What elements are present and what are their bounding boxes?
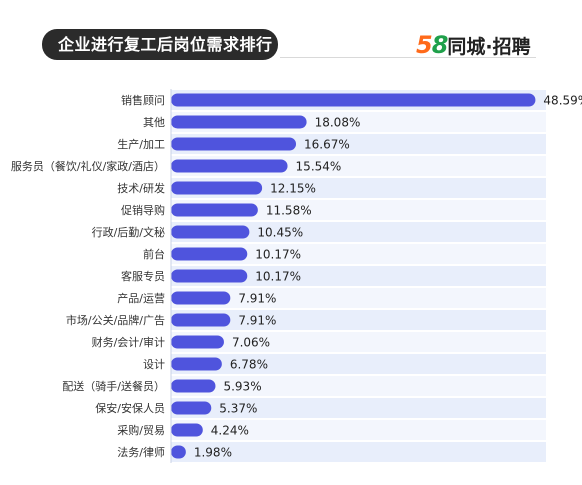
category-label: 生产/加工 <box>117 137 165 151</box>
row-band <box>171 398 546 418</box>
bar <box>171 379 216 393</box>
bar <box>171 115 307 129</box>
bar <box>171 445 186 459</box>
bar <box>171 93 536 107</box>
chart-title: 企业进行复工后岗位需求排行 <box>58 35 273 54</box>
row-band <box>171 332 546 352</box>
value-label: 12.15% <box>270 182 316 196</box>
category-label: 法务/律师 <box>117 445 165 459</box>
category-label: 市场/公关/品牌/广告 <box>66 313 165 327</box>
category-label: 财务/会计/审计 <box>92 335 165 349</box>
value-label: 5.37% <box>219 402 257 416</box>
row-band <box>171 266 546 286</box>
value-label: 11.58% <box>266 204 312 218</box>
value-label: 10.17% <box>255 270 301 284</box>
bar <box>171 181 263 195</box>
row-band <box>171 200 546 220</box>
header-divider <box>280 57 536 58</box>
value-label: 5.93% <box>223 380 261 394</box>
category-label: 技术/研发 <box>117 181 165 195</box>
bar <box>171 225 250 239</box>
row-band <box>171 178 546 198</box>
category-label: 配送（骑手/送餐员） <box>62 379 165 393</box>
brand-digit-5: 5 <box>416 31 433 59</box>
category-label: 促销导购 <box>121 203 165 217</box>
value-label: 15.54% <box>296 160 342 174</box>
value-label: 7.06% <box>232 336 270 350</box>
title-pill <box>42 29 278 60</box>
bar <box>171 291 231 305</box>
value-label: 16.67% <box>304 138 350 152</box>
bar <box>171 423 203 437</box>
category-label: 客服专员 <box>121 269 165 283</box>
bar <box>171 269 248 283</box>
category-label: 销售顾问 <box>121 93 165 107</box>
row-band <box>171 244 546 264</box>
category-label: 服务员（餐饮/礼仪/家政/酒店） <box>11 159 165 173</box>
value-label: 7.91% <box>238 292 276 306</box>
row-band <box>171 310 546 330</box>
bar <box>171 335 224 349</box>
row-band <box>171 354 546 374</box>
row-band <box>171 376 546 396</box>
category-label: 保安/安保人员 <box>95 401 165 415</box>
bar <box>171 401 212 415</box>
row-band <box>171 442 546 462</box>
category-label: 其他 <box>143 116 165 129</box>
category-label: 设计 <box>143 358 165 371</box>
bar <box>171 247 248 261</box>
category-label: 采购/贸易 <box>117 423 165 437</box>
value-label: 6.78% <box>230 358 268 372</box>
bar <box>171 203 258 217</box>
category-label: 前台 <box>143 247 165 261</box>
row-band <box>171 288 546 308</box>
bar <box>171 357 222 371</box>
value-label: 18.08% <box>315 116 361 130</box>
brand-digit-8: 8 <box>431 31 449 59</box>
brand-number: 58 <box>416 31 449 59</box>
brand-logo: 58同城·招聘 <box>416 30 531 60</box>
bar <box>171 313 231 327</box>
value-label: 48.59% <box>543 94 582 108</box>
value-label: 10.17% <box>255 248 301 262</box>
value-label: 10.45% <box>257 226 303 240</box>
value-label: 4.24% <box>211 424 249 438</box>
row-band <box>171 420 546 440</box>
category-label: 行政/后勤/文秘 <box>92 225 165 239</box>
bar <box>171 159 288 173</box>
bar <box>171 137 297 151</box>
brand-text: 同城·招聘 <box>447 36 531 58</box>
value-label: 1.98% <box>194 446 232 460</box>
category-label: 产品/运营 <box>117 291 165 305</box>
row-band <box>171 222 546 242</box>
value-label: 7.91% <box>238 314 276 328</box>
